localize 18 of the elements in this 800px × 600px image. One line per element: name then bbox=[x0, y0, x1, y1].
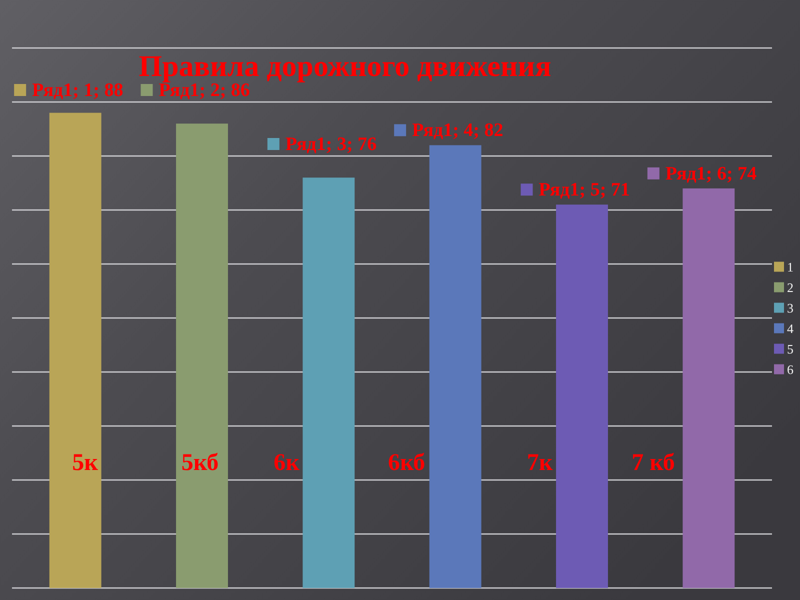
chart-title: Правила дорожного движения bbox=[138, 50, 552, 83]
annotation: 7к bbox=[526, 450, 553, 476]
annotation: 5кб bbox=[181, 450, 219, 476]
legend-label: 4 bbox=[787, 320, 794, 336]
annotation: 6кб bbox=[388, 450, 426, 476]
legend-label: 2 bbox=[787, 280, 794, 295]
data-label: Ряд1; 5; 71 bbox=[538, 180, 630, 201]
legend-label: 6 bbox=[787, 362, 794, 377]
annotation: 7 кб bbox=[632, 450, 675, 476]
legend-label: 3 bbox=[787, 300, 794, 316]
annotation: 6к bbox=[274, 450, 300, 476]
data-label: Ряд1; 1; 88 bbox=[32, 80, 124, 101]
data-label: Ряд1; 4; 82 bbox=[412, 120, 504, 142]
annotation: 5к bbox=[72, 450, 98, 476]
data-label: Ряд1; 3; 76 bbox=[285, 134, 377, 155]
legend-label: 5 bbox=[787, 341, 794, 356]
data-label: Ряд1; 6; 74 bbox=[665, 163, 758, 184]
legend-label: 1 bbox=[787, 259, 794, 274]
